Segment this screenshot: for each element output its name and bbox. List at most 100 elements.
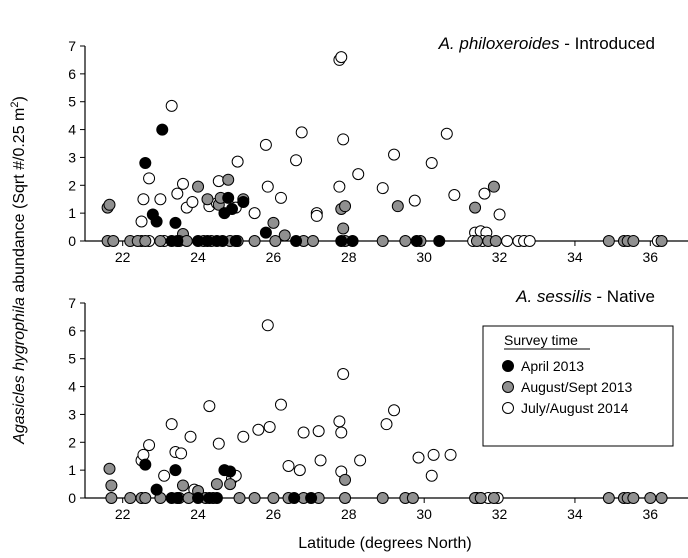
- point-august-sept-2013: [644, 492, 657, 504]
- point-april-2013: [305, 492, 318, 504]
- y-tick-label: 2: [68, 434, 76, 450]
- point-april-2013: [259, 226, 272, 239]
- legend-label-aug-sept-2013: August/Sept 2013: [521, 379, 633, 395]
- point-july-august-2014: [212, 437, 225, 450]
- y-ticks: 0 1 2 3 4 5 6 7: [68, 38, 85, 249]
- point-july-august-2014: [427, 448, 440, 461]
- point-july-august-2014: [175, 447, 188, 460]
- point-july-august-2014: [493, 208, 506, 221]
- point-august-sept-2013: [192, 180, 205, 193]
- point-july-august-2014: [335, 51, 348, 64]
- point-august-sept-2013: [154, 235, 167, 247]
- point-april-2013: [139, 458, 152, 471]
- y-tick-label: 2: [68, 177, 76, 193]
- legend: Survey time April 2013 August/Sept 2013 …: [482, 325, 674, 447]
- legend-label-jul-aug-2014: July/August 2014: [521, 400, 629, 416]
- point-july-august-2014: [274, 398, 287, 411]
- point-july-august-2014: [501, 235, 514, 247]
- point-august-sept-2013: [248, 492, 261, 504]
- point-august-sept-2013: [469, 201, 482, 214]
- legend-marker-aug-sept-2013: [502, 381, 514, 393]
- x-tick-label: 28: [341, 249, 357, 265]
- x-tick-label: 22: [115, 506, 131, 522]
- point-august-sept-2013: [399, 235, 412, 247]
- point-august-sept-2013: [474, 492, 487, 504]
- point-august-sept-2013: [103, 462, 116, 475]
- point-july-august-2014: [388, 148, 401, 161]
- y-axis-title-rest: abundance (Sqrt #/0.25 m: [11, 108, 28, 297]
- point-july-august-2014: [293, 464, 306, 477]
- point-july-august-2014: [314, 454, 327, 467]
- point-august-sept-2013: [339, 473, 352, 486]
- point-july-august-2014: [184, 430, 197, 443]
- point-august-sept-2013: [248, 235, 261, 247]
- point-august-sept-2013: [269, 235, 282, 247]
- point-april-2013: [229, 235, 242, 247]
- x-ticks: 22 24 26 28 30 32 34 36: [115, 498, 658, 522]
- legend-marker-jul-aug-2014: [502, 402, 514, 414]
- point-april-2013: [335, 235, 348, 247]
- point-july-august-2014: [333, 180, 346, 193]
- y-tick-label: 0: [68, 233, 76, 249]
- panel-title-rest: - Introduced: [560, 34, 655, 53]
- point-july-august-2014: [376, 182, 389, 195]
- y-axis-title-sup: 2: [9, 102, 21, 108]
- point-august-sept-2013: [655, 235, 668, 247]
- y-tick-label: 0: [68, 490, 76, 506]
- point-july-august-2014: [440, 127, 453, 140]
- point-august-sept-2013: [655, 492, 668, 504]
- point-july-august-2014: [274, 191, 287, 204]
- point-august-sept-2013: [307, 235, 320, 247]
- point-july-august-2014: [137, 448, 150, 461]
- point-july-august-2014: [337, 368, 350, 381]
- point-august-sept-2013: [224, 478, 237, 491]
- point-august-sept-2013: [627, 235, 640, 247]
- scatter-points: [103, 319, 668, 504]
- point-april-2013: [171, 235, 184, 247]
- x-tick-label: 36: [643, 249, 659, 265]
- point-august-sept-2013: [602, 492, 615, 504]
- point-july-august-2014: [259, 138, 272, 151]
- point-august-sept-2013: [339, 492, 352, 504]
- x-tick-label: 32: [492, 249, 508, 265]
- point-august-sept-2013: [406, 492, 419, 504]
- point-august-sept-2013: [124, 492, 137, 504]
- point-july-august-2014: [263, 420, 276, 433]
- point-august-sept-2013: [210, 478, 223, 491]
- x-tick-label: 28: [341, 506, 357, 522]
- y-axis-title: Agasicles hygrophila abundance (Sqrt #/0…: [9, 96, 28, 445]
- point-august-sept-2013: [278, 229, 291, 242]
- point-july-august-2014: [143, 439, 156, 452]
- point-july-august-2014: [171, 187, 184, 200]
- point-july-august-2014: [261, 319, 274, 332]
- point-july-august-2014: [478, 187, 491, 200]
- point-july-august-2014: [165, 418, 178, 431]
- point-april-2013: [216, 235, 229, 247]
- x-ticks: 22 24 26 28 30 32 34 36: [115, 241, 658, 265]
- point-july-august-2014: [444, 448, 457, 461]
- point-april-2013: [237, 196, 250, 208]
- panel-title: A. philoxeroides - Introduced: [438, 34, 655, 53]
- point-july-august-2014: [137, 193, 150, 206]
- point-july-august-2014: [176, 177, 189, 190]
- y-tick-label: 5: [68, 94, 76, 110]
- x-tick-label: 34: [567, 506, 583, 522]
- x-tick-label: 22: [115, 249, 131, 265]
- scatter-points: [101, 51, 668, 247]
- point-april-2013: [192, 492, 205, 504]
- point-august-sept-2013: [105, 479, 118, 492]
- point-april-2013: [139, 157, 152, 169]
- point-july-august-2014: [248, 207, 261, 220]
- point-april-2013: [346, 235, 359, 247]
- point-july-august-2014: [448, 189, 461, 202]
- y-tick-label: 4: [68, 379, 76, 395]
- point-july-august-2014: [282, 459, 295, 472]
- point-july-august-2014: [425, 157, 438, 169]
- point-july-august-2014: [143, 172, 156, 185]
- y-tick-label: 1: [68, 205, 76, 221]
- point-july-august-2014: [335, 426, 348, 439]
- point-april-2013: [169, 216, 182, 229]
- point-july-august-2014: [523, 235, 536, 247]
- point-april-2013: [288, 492, 301, 504]
